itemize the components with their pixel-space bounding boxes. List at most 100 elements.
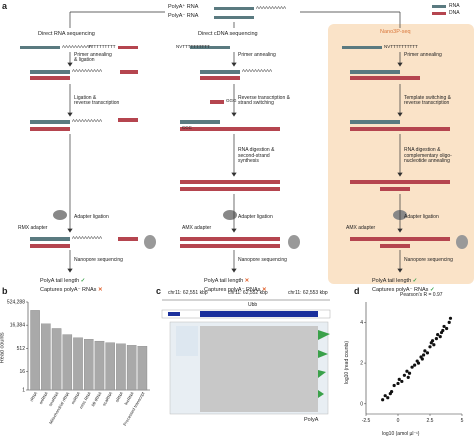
coord-3: chr11: 62,553 kbp	[288, 290, 328, 296]
input-aaa-seq: AAAAAAAAAA	[256, 5, 287, 10]
d-point	[439, 330, 444, 335]
b-bar	[73, 337, 83, 391]
col3-step5: Nanopore sequencing	[404, 257, 453, 263]
d-point	[438, 335, 442, 339]
b-category-label: rRNA	[29, 391, 39, 403]
d-point	[428, 345, 432, 349]
col1-ttt-1: TTTTTTTTTT	[88, 44, 116, 49]
d-point	[445, 326, 449, 331]
d-xtick-label: 2.5	[427, 418, 434, 424]
nano3p-highlight-box	[328, 24, 474, 284]
col3-check-icon-2: ✓	[429, 287, 435, 293]
col1-result-capture: Captures polyA⁻ RNAs ✕	[40, 287, 103, 293]
input-polya-minus-bar	[214, 16, 254, 19]
col1-step3: Adapter ligation	[74, 214, 109, 220]
b-bar	[105, 342, 115, 391]
col2-result-capture: Captures polyA⁻ RNAs ✕	[204, 287, 267, 293]
input-polya-plus-bar	[214, 7, 254, 10]
d-point	[406, 375, 410, 379]
col2-ccc: CCC	[182, 125, 192, 130]
panel-a-letter: a	[2, 1, 8, 11]
panel-b-letter: b	[2, 286, 8, 296]
d-point	[402, 373, 406, 377]
col2-step1: Primer annealing	[238, 52, 276, 58]
legend-dna-label: DNA	[449, 10, 460, 16]
col1-aaa-4: AAAAAAAAAA	[72, 235, 103, 240]
col3-result-tail: PolyA tail length ✓	[372, 278, 418, 284]
col3-step2: Template switching & reverse transcripti…	[404, 95, 451, 106]
d-point	[410, 365, 414, 369]
col1-aaa-3: AAAAAAAAAA	[72, 118, 103, 123]
d-point	[447, 320, 451, 324]
col2-nv-1: NVTTTTTTTTTT	[176, 44, 210, 49]
d-ytick-label: 2	[360, 361, 363, 367]
col2-adapter: AMX adapter	[182, 225, 212, 231]
d-ytick-label: 0	[360, 401, 363, 407]
col2-step2: Reverse transcription & strand switching	[238, 95, 290, 106]
b-bar	[83, 339, 94, 391]
d-point	[383, 394, 387, 398]
col3-step4: Adapter ligation	[404, 214, 439, 220]
b-ytick-label: 1	[22, 388, 25, 394]
d-point	[434, 337, 438, 341]
b-bar	[126, 345, 137, 391]
d-point	[400, 379, 404, 384]
d-point	[396, 381, 400, 386]
d-point	[432, 343, 436, 347]
b-bar	[94, 340, 105, 391]
coord-2: chr11: 62,552 kbp	[228, 290, 268, 296]
d-point	[407, 371, 412, 375]
panel-d-annotation: Pearson's R = 0.97	[400, 292, 443, 298]
col2-result-tail: PolyA tail length ✕	[204, 278, 250, 284]
col2-title: Direct cDNA sequencing	[198, 31, 258, 37]
col1-step4: Nanopore sequencing	[74, 257, 123, 263]
panel-d-letter: d	[354, 286, 360, 296]
d-xtick-label: 5	[461, 418, 464, 424]
col2-cross-icon-2: ✕	[261, 287, 267, 293]
d-point	[430, 339, 435, 343]
col1-aaa-1: AAAAAAAAAA	[62, 44, 93, 49]
b-bar	[41, 323, 51, 391]
legend-rna-swatch	[432, 5, 446, 8]
d-ytick-label: 4	[360, 320, 363, 326]
col1-cross-icon: ✕	[97, 287, 103, 293]
col1-step2: Ligation & reverse transcription	[74, 95, 120, 106]
col2-ggg: GGG	[226, 98, 237, 103]
b-category-label: sRNA	[114, 391, 124, 403]
col1-check-icon: ✓	[80, 278, 86, 284]
d-point	[405, 369, 409, 373]
b-ytick-label: 512	[17, 346, 26, 352]
b-ytick-label: 16	[19, 369, 25, 375]
col2-step4: Adapter ligation	[238, 214, 273, 220]
col1-adapter: RMX adapter	[18, 225, 48, 231]
d-point	[413, 363, 417, 367]
d-point	[436, 332, 440, 337]
b-ytick-label: 16,384	[10, 323, 26, 329]
b-category-label: miRNA	[70, 391, 81, 405]
b-category-label: lncRNA	[123, 391, 135, 406]
d-point	[425, 351, 430, 355]
col2-aaa-1: AAAAAAAAAA	[242, 68, 273, 73]
d-point	[386, 396, 390, 400]
amx-adapter-shape-col2	[223, 210, 237, 220]
b-bar	[116, 343, 126, 391]
read-pileup	[200, 326, 318, 412]
col3-check-icon-1: ✓	[412, 278, 418, 284]
panel-c-letter: c	[156, 286, 162, 296]
b-bar	[62, 334, 73, 391]
col1-step1: Primer annealing & ligation	[74, 52, 112, 63]
col3-result-capture: Captures polyA⁻ RNAs ✓	[372, 287, 435, 293]
gene-track	[161, 309, 331, 319]
rmx-adapter-shape	[53, 210, 67, 220]
polya-label: PolyA	[304, 417, 319, 423]
gene-label: Ubb	[248, 302, 258, 308]
d-xtick-label: 0	[397, 418, 400, 424]
legend-rna-label: RNA	[449, 3, 460, 9]
col2-cross-icon-1: ✕	[244, 278, 250, 284]
col3-step3: RNA digestion & complementary oligo- nuc…	[404, 147, 452, 164]
d-point	[392, 383, 396, 388]
d-point	[423, 349, 427, 353]
